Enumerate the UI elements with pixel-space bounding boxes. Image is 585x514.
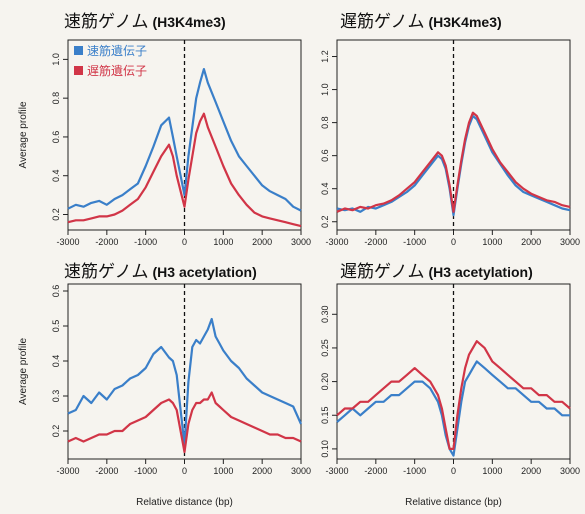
series-line-fast [67,67,302,212]
x-tick-label: 2000 [521,466,541,476]
series-line-slow [67,391,302,454]
x-tick-label: -1000 [134,237,157,247]
chart-title: 遅筋ゲノム (H3K4me3) [340,12,502,32]
chart-title-jp: 遅筋ゲノム [340,262,425,282]
x-tick-label: 2000 [252,237,272,247]
x-tick-label: 1000 [482,466,502,476]
y-tick-label: 0.30 [320,306,330,324]
y-tick-label: 0.20 [320,373,330,391]
x-tick-label: 1000 [482,237,502,247]
y-axis-label: Average profile [18,338,29,406]
y-tick-label: 0.3 [51,390,61,403]
x-tick-label: 3000 [291,237,311,247]
y-axis-label: Average profile [18,101,29,169]
legend-label: 遅筋遺伝子 [87,63,147,78]
y-tick-label: 0.8 [320,116,330,129]
chart-title: 速筋ゲノム (H3 acetylation) [64,262,257,282]
y-tick-label: 1.0 [320,83,330,96]
y-tick-label: 1.0 [51,53,61,66]
y-tick-label: 0.8 [51,92,61,105]
x-tick-label: -3000 [56,466,79,476]
x-axis-label: Relative distance (bp) [405,497,502,508]
chart-title-en: (H3K4me3) [429,14,502,30]
x-tick-label: 1000 [213,237,233,247]
chart-title: 速筋ゲノム (H3K4me3) [64,12,226,32]
chart-title: 遅筋ゲノム (H3 acetylation) [340,262,533,282]
chart-title-jp: 速筋ゲノム [64,12,149,32]
chart-panel-2: 遅筋ゲノム (H3K4me3) -3000 -2000 -1000 0 1000 2000 30… [320,12,580,247]
y-tick-label: 1.2 [320,50,330,63]
legend-swatch [74,46,83,55]
y-tick-label: 0.10 [320,440,330,458]
x-tick-label: 0 [451,466,456,476]
y-tick-label: 0.15 [320,406,330,424]
chart-title-jp: 遅筋ゲノム [340,12,425,32]
y-tick-label: 0.25 [320,339,330,357]
chart-title-en: (H3K4me3) [153,14,226,30]
x-axis-label: Relative distance (bp) [136,497,233,508]
chart-title-en: (H3 acetylation) [429,264,533,280]
y-tick-label: 0.5 [51,320,61,333]
x-tick-label: 3000 [560,466,580,476]
x-tick-label: 2000 [521,237,541,247]
y-tick-label: 0.6 [51,131,61,144]
x-tick-label: -2000 [95,466,118,476]
y-tick-label: 0.2 [320,215,330,228]
series-line-slow [67,112,302,228]
y-tick-label: 0.4 [51,355,61,368]
x-tick-label: 2000 [252,466,272,476]
x-tick-label: -1000 [134,466,157,476]
chart-panel-1: 速筋ゲノム (H3K4me3) -3000 -2000 -1000 0 1000 2000 30… [18,12,311,247]
y-tick-label: 0.4 [51,169,61,182]
chart-title-jp: 速筋ゲノム [64,262,149,282]
y-tick-label: 0.2 [51,208,61,221]
chart-panel-3: 速筋ゲノム (H3 acetylation) -3000 -2000 -1000 0 100… [18,262,311,508]
x-tick-label: -3000 [325,466,348,476]
x-tick-label: 0 [182,466,187,476]
y-tick-label: 0.6 [51,285,61,298]
series-line-fast [336,114,571,217]
y-tick-label: 0.6 [320,149,330,162]
y-tick-label: 0.2 [51,425,61,438]
x-tick-label: 1000 [213,466,233,476]
legend-swatch [74,66,83,75]
x-tick-label: -3000 [56,237,79,247]
x-tick-label: -2000 [95,237,118,247]
x-tick-label: -2000 [364,237,387,247]
x-tick-label: 3000 [560,237,580,247]
series-line-fast [336,360,570,457]
x-tick-label: 3000 [291,466,311,476]
x-tick-label: -1000 [403,237,426,247]
x-tick-label: 0 [182,237,187,247]
legend-label: 速筋遺伝子 [87,43,147,58]
x-tick-label: -3000 [325,237,348,247]
chart-panel-4: 遅筋ゲノム (H3 acetylation) -3000 -2000 -1000 0 100… [320,262,580,508]
x-tick-label: 0 [451,237,456,247]
chart-title-en: (H3 acetylation) [153,264,257,280]
x-tick-label: -1000 [403,466,426,476]
x-tick-label: -2000 [364,466,387,476]
series-line-fast [67,317,303,447]
series-line-slow [336,111,571,213]
y-tick-label: 0.4 [320,182,330,195]
series-line-slow [336,340,571,450]
